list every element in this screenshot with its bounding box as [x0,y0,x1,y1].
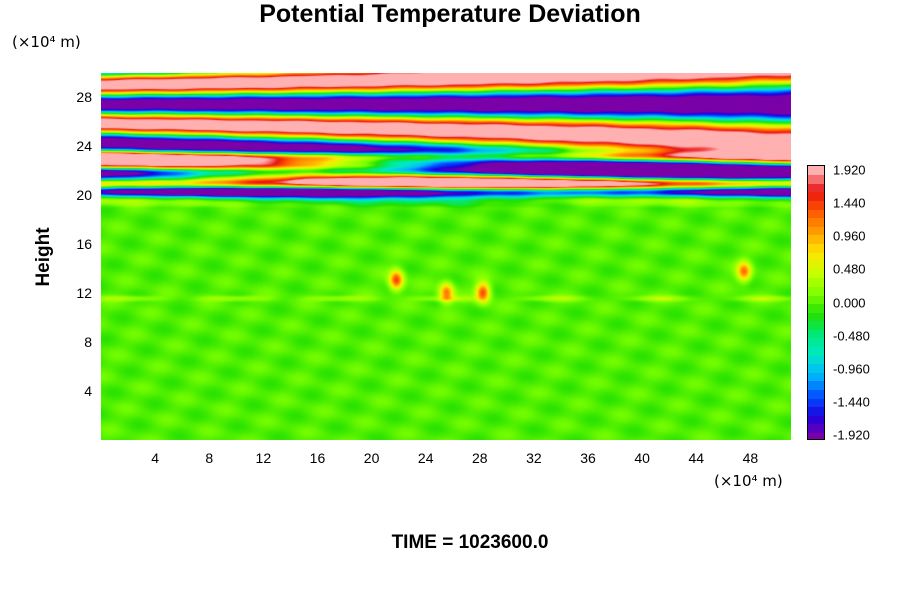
x-tick-label: 24 [417,450,434,466]
y-tick-label: 20 [76,187,92,204]
colorbar-segment [808,415,824,425]
colorbar-segment [808,346,824,356]
colorbar-label: 1.440 [833,195,866,211]
x-tick-label: 12 [255,450,272,466]
y-tick-label: 28 [76,89,92,106]
colorbar-segment [808,372,824,382]
colorbar-label: -0.960 [833,361,870,377]
x-tick-label: 8 [205,450,214,466]
colorbar-segment [808,294,824,305]
y-axis-label: Height [33,227,54,287]
colorbar-label: 0.000 [833,295,866,310]
colorbar-label: 1.920 [833,162,866,178]
colorbar-label: 0.480 [833,261,866,277]
colorbar-segment [808,243,824,253]
colorbar-segment [808,191,824,201]
y-tick-label: 16 [76,236,92,253]
x-axis-unit: (×10⁴ m) [714,472,783,490]
colorbar-label: 0.960 [833,228,866,244]
colorbar-segment [808,166,824,176]
chart-title: Potential Temperature Deviation [259,0,641,28]
y-tick-label: 8 [84,334,92,351]
plot-area [101,73,791,440]
colorbar-segment [808,432,824,439]
colorbar-segment [808,226,824,236]
colorbar-segment [808,200,824,210]
x-tick-label: 40 [634,450,650,466]
temperature-field-heatmap [101,73,791,440]
colorbar-segment [808,277,824,287]
colorbar-segment [808,406,824,416]
colorbar-segment [808,389,824,399]
y-tick-label: 4 [84,383,92,400]
colorbar [807,165,825,440]
colorbar-segment [808,260,824,270]
x-tick-label: 44 [688,450,705,466]
x-tick-label: 32 [526,450,542,466]
colorbar-segment [808,312,824,322]
colorbar-segment [808,363,824,373]
colorbar-segment [808,329,824,339]
colorbar-segment [808,320,824,330]
colorbar-segment [808,303,824,313]
colorbar-segment [808,286,824,296]
colorbar-label: -1.920 [833,427,870,443]
colorbar-segment [808,174,824,184]
colorbar-segment [808,208,824,219]
colorbar-segment [808,423,824,433]
colorbar-segment [808,234,824,244]
x-tick-label: 16 [309,450,326,466]
y-tick-label: 24 [76,138,92,155]
colorbar-label: -0.480 [833,328,870,344]
colorbar-segment [808,217,824,227]
colorbar-segment [808,380,824,391]
x-tick-label: 48 [742,450,759,466]
x-tick-label: 36 [580,450,596,466]
colorbar-segment [808,269,824,279]
y-tick-label: 12 [76,285,92,302]
colorbar-segment [808,337,824,348]
x-tick-label: 20 [363,450,380,466]
y-axis-unit: (×10⁴ m) [12,33,81,51]
time-label: TIME = 1023600.0 [391,532,549,553]
x-tick-label: 4 [151,450,160,466]
colorbar-segment [808,398,824,408]
colorbar-segment [808,355,824,365]
colorbar-segment [808,183,824,193]
colorbar-segment [808,251,824,262]
x-tick-label: 28 [472,450,488,466]
colorbar-label: -1.440 [833,394,870,410]
